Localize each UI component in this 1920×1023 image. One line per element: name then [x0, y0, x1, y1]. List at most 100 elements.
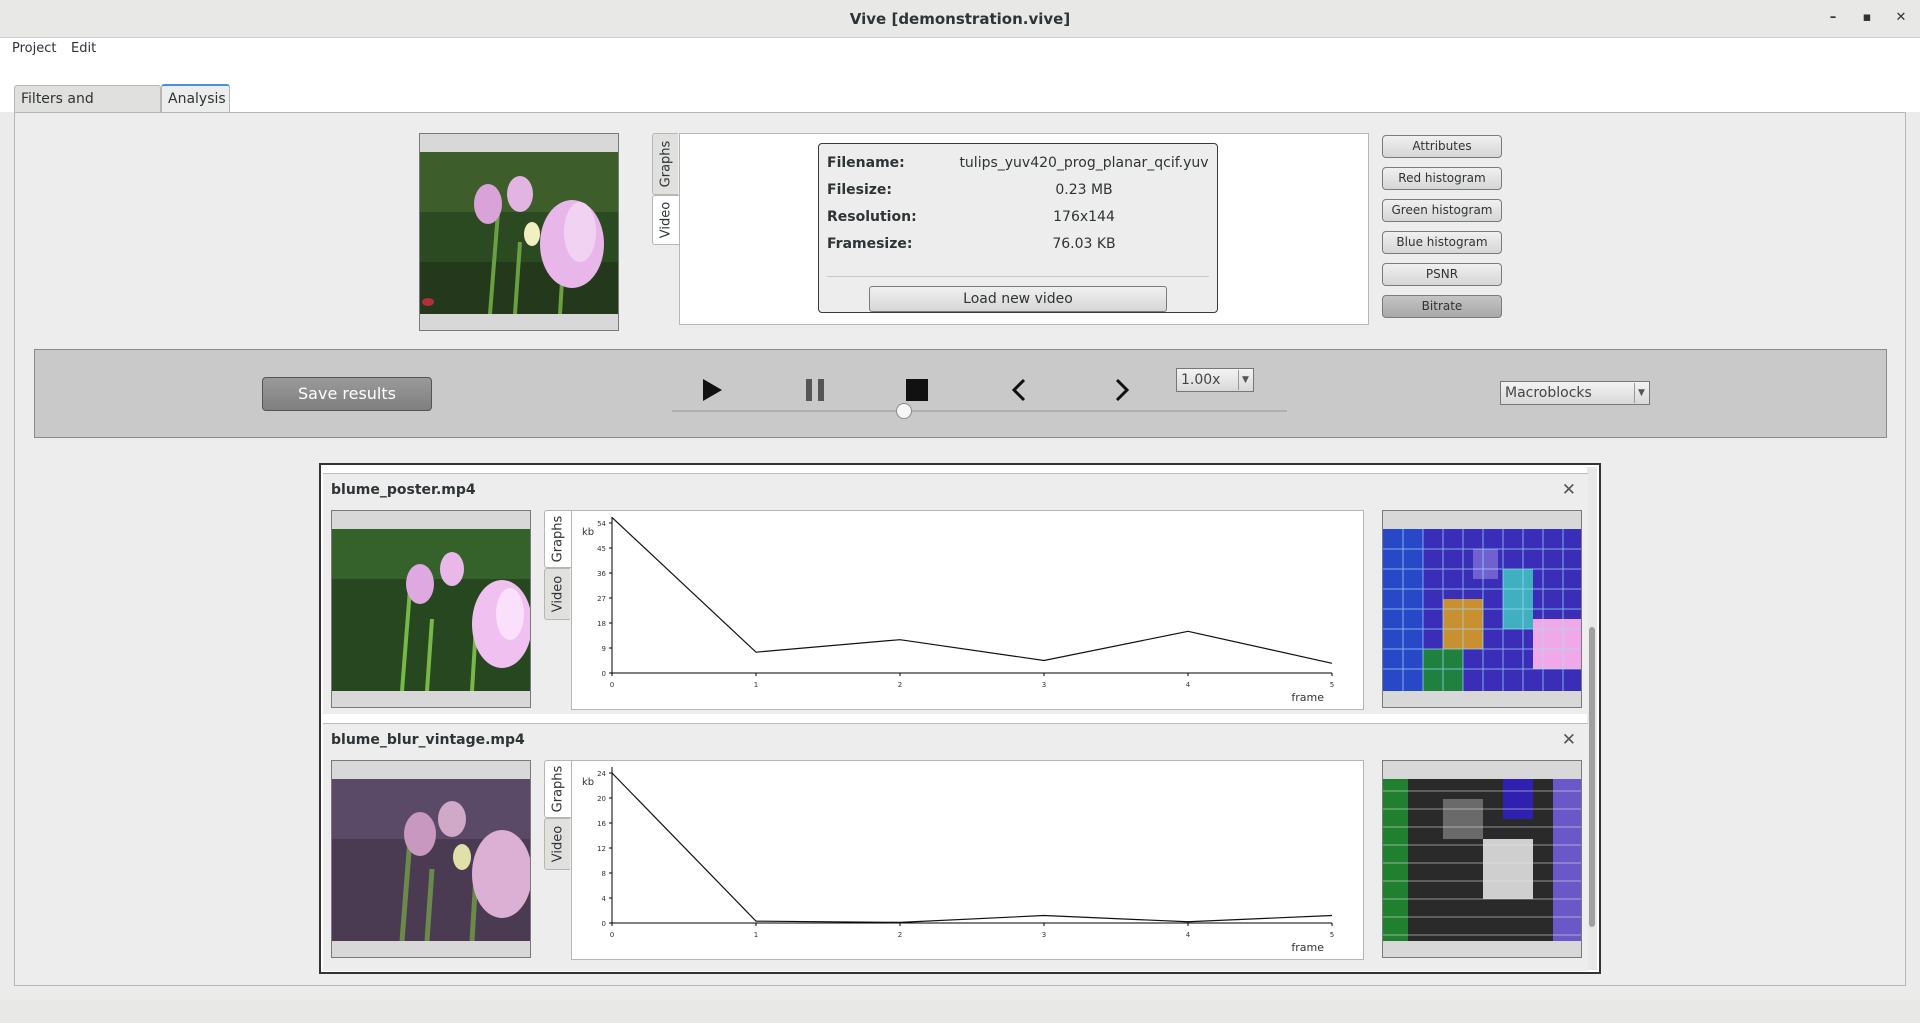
tab-video[interactable]: Video [652, 195, 679, 245]
bitrate-button[interactable]: Bitrate [1382, 295, 1502, 318]
minimize-button[interactable]: – [1829, 10, 1837, 25]
tab-video-label: Video [550, 825, 565, 863]
x-tick-label: 2 [898, 681, 902, 689]
psnr-button[interactable]: PSNR [1382, 263, 1502, 286]
overlay-value: Macroblocks [1505, 385, 1592, 401]
tab-graphs-label: Graphs [550, 765, 566, 813]
play-icon[interactable] [692, 370, 732, 410]
maximize-button[interactable]: ▪ [1862, 10, 1872, 25]
stop-icon[interactable] [897, 370, 937, 410]
attributes-button[interactable]: Attributes [1382, 135, 1502, 158]
overlay-select[interactable]: Macroblocks ▼ [1500, 381, 1650, 405]
y-tick-label: 12 [597, 845, 606, 853]
close-button[interactable]: ✕ [1895, 10, 1907, 25]
tab-graphs[interactable]: Graphs [544, 760, 571, 818]
scrollbar-thumb[interactable] [1589, 627, 1595, 927]
results-scrollbar[interactable] [1587, 467, 1597, 970]
source-video-frame [420, 152, 618, 314]
tab-graphs[interactable]: Graphs [544, 510, 571, 568]
y-tick-label: 45 [597, 545, 606, 553]
filesize-value: 0.23 MB [1055, 182, 1113, 198]
save-results-button[interactable]: Save results [262, 377, 432, 411]
resolution-label: Resolution: [827, 209, 917, 225]
tab-filters-and-artefacts[interactable]: Filters and artefacts [14, 85, 161, 133]
x-tick-label: 4 [1186, 681, 1191, 689]
tab-video-label: Video [658, 201, 674, 239]
y-tick-label: 0 [602, 920, 606, 928]
menu-bar: Project Edit [0, 38, 1920, 62]
tulips-image [420, 152, 618, 314]
y-axis-label: kb [582, 527, 594, 538]
results-list: blume_poster.mp4 ✕ Graphs Video 0 9 18 27 36… [319, 463, 1601, 974]
resolution-value: 176x144 [1053, 209, 1115, 225]
result-item: blume_poster.mp4 ✕ Graphs Video 0 9 18 27 36… [323, 473, 1588, 714]
bitrate-graph: 0 9 18 27 36 45 54 0 1 2 3 4 5 kb frame [571, 510, 1364, 710]
filesize-label: Filesize: [827, 182, 893, 198]
framesize-value: 76.03 KB [1052, 236, 1116, 252]
status-bar [0, 1000, 1920, 1023]
framesize-label: Framesize: [827, 236, 913, 252]
vintage-image [332, 779, 530, 941]
pause-icon[interactable] [795, 370, 835, 410]
tab-graphs-label: Graphs [550, 515, 566, 563]
tab-graphs-label: Graphs [658, 140, 673, 188]
next-frame-icon[interactable] [1102, 370, 1142, 410]
result-title: blume_blur_vintage.mp4 [331, 732, 525, 748]
result-video-thumbnail [331, 510, 531, 708]
menu-edit[interactable]: Edit [71, 41, 97, 56]
x-tick-label: 2 [898, 931, 902, 939]
tab-video[interactable]: Video [544, 568, 570, 620]
bitrate-graph: 0 4 8 12 16 20 24 0 1 2 3 4 5 kb frame [571, 760, 1364, 960]
result-macroblock-thumbnail [1382, 510, 1582, 708]
x-tick-label: 3 [1042, 681, 1046, 689]
y-tick-label: 36 [597, 570, 606, 578]
info-divider [827, 276, 1209, 277]
bitrate-series-line [611, 772, 1333, 923]
seek-handle[interactable] [896, 403, 912, 419]
result-vertical-tabs: Graphs Video [544, 510, 571, 622]
x-tick-label: 1 [754, 931, 758, 939]
y-tick-label: 27 [597, 595, 606, 603]
x-tick-label: 3 [1042, 931, 1046, 939]
y-tick-label: 0 [602, 670, 606, 678]
seek-track[interactable] [672, 410, 1287, 412]
y-tick-label: 9 [602, 645, 606, 653]
y-tick-label: 20 [597, 795, 606, 803]
filename-value: tulips_yuv420_prog_planar_qcif.yuv [959, 155, 1209, 171]
speed-value: 1.00x [1181, 372, 1221, 388]
y-axis-label: kb [582, 777, 594, 788]
tab-video[interactable]: Video [544, 818, 570, 870]
tab-graphs[interactable]: Graphs [652, 133, 678, 195]
previous-frame-icon[interactable] [999, 370, 1039, 410]
filename-label: Filename: [827, 155, 905, 171]
poster-image [332, 529, 530, 691]
close-icon[interactable]: ✕ [1561, 730, 1576, 750]
load-new-video-button[interactable]: Load new video [869, 286, 1167, 312]
x-axis-label: frame [1291, 941, 1324, 954]
x-tick-label: 0 [610, 681, 614, 689]
tab-strip [0, 62, 1920, 112]
close-icon[interactable]: ✕ [1561, 480, 1576, 500]
source-vertical-tabs: Graphs Video [652, 133, 679, 245]
tab-video-label: Video [550, 575, 565, 613]
blue-histogram-button[interactable]: Blue histogram [1382, 231, 1502, 254]
macroblock-overlay [1383, 529, 1581, 691]
title-bar: Vive [demonstration.vive] – ▪ ✕ [0, 0, 1920, 38]
playback-controls: Save results 1.00x ▼ Macroblocks ▼ [34, 349, 1887, 438]
tab-analysis[interactable]: Analysis [161, 84, 230, 113]
y-tick-label: 24 [597, 770, 606, 778]
x-tick-label: 5 [1330, 681, 1334, 689]
menu-project[interactable]: Project [12, 41, 57, 56]
green-histogram-button[interactable]: Green histogram [1382, 199, 1502, 222]
speed-select[interactable]: 1.00x ▼ [1176, 368, 1254, 392]
red-histogram-button[interactable]: Red histogram [1382, 167, 1502, 190]
chevron-down-icon: ▼ [1634, 383, 1648, 403]
x-tick-label: 4 [1186, 931, 1191, 939]
y-tick-label: 8 [602, 870, 606, 878]
x-tick-label: 0 [610, 931, 614, 939]
result-vertical-tabs: Graphs Video [544, 760, 571, 872]
x-axis-label: frame [1291, 691, 1324, 704]
window-title: Vive [demonstration.vive] [849, 10, 1071, 28]
